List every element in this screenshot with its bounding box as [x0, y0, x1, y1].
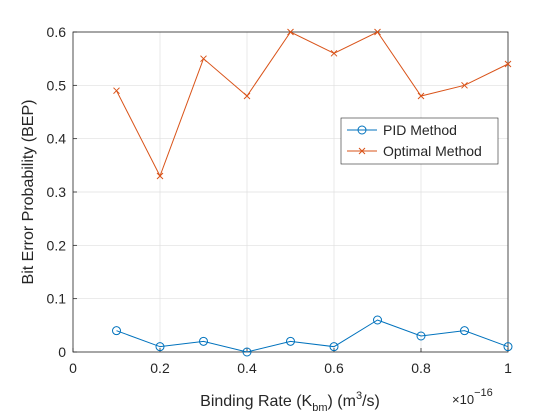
legend-label-optimal: Optimal Method — [383, 143, 482, 159]
y-tick-label: 0.5 — [47, 77, 67, 93]
data-point-pid — [416, 331, 426, 341]
data-point-optimal — [417, 92, 425, 100]
series-line-optimal — [116, 31, 509, 178]
x-tick-label: 0.4 — [237, 360, 257, 376]
legend-entry-optimal: Optimal Method — [347, 143, 482, 159]
data-point-pid — [199, 336, 208, 346]
series-line-pid — [116, 319, 509, 353]
y-tick-label: 0.4 — [47, 131, 67, 147]
x-tick-label: 0 — [69, 360, 77, 376]
y-tick-label: 0.2 — [47, 237, 67, 253]
data-point-optimal — [330, 49, 338, 57]
y-axis-label: Bit Error Probability (BEP) — [20, 100, 37, 285]
data-point-pid — [155, 342, 165, 352]
data-point-pid — [503, 342, 513, 352]
legend: PID Method Optimal Method — [340, 117, 499, 165]
series-layer — [112, 28, 513, 357]
data-point-optimal — [504, 60, 512, 68]
data-point-pid — [112, 326, 121, 336]
legend-entry-pid: PID Method — [347, 122, 457, 138]
legend-label-pid: PID Method — [383, 122, 457, 138]
x-tick-label: 0.2 — [150, 360, 170, 376]
data-point-pid — [329, 342, 339, 352]
data-point-optimal — [200, 55, 207, 63]
data-point-optimal — [461, 81, 468, 89]
x-tick-label: 0.8 — [411, 360, 431, 376]
y-tick-label: 0.6 — [47, 24, 67, 40]
y-tick-label: 0 — [58, 344, 66, 360]
legend-marker-optimal — [358, 147, 366, 155]
data-point-optimal — [374, 28, 381, 36]
data-point-optimal — [243, 92, 251, 100]
y-tick-label: 0.1 — [47, 291, 67, 307]
data-point-pid — [286, 336, 295, 346]
data-point-pid — [242, 347, 252, 357]
ticks: 0 0.2 0.4 0.6 0.8 1 0 0.1 0.2 0.3 0.4 0.5 0.6 — [47, 24, 513, 376]
x-axis-label: Binding Rate (Kbm) (m3/s) — [200, 390, 380, 414]
data-point-pid — [373, 315, 382, 325]
data-point-pid — [460, 326, 469, 336]
data-point-optimal — [287, 28, 294, 36]
data-point-optimal — [156, 172, 164, 180]
legend-box — [340, 117, 499, 165]
legend-marker-pid — [357, 125, 367, 135]
x-axis-exponent: ×10−16 — [452, 387, 493, 407]
y-tick-label: 0.3 — [47, 184, 67, 200]
data-point-optimal — [113, 87, 120, 95]
x-tick-label: 1 — [504, 360, 512, 376]
x-tick-label: 0.6 — [324, 360, 344, 376]
